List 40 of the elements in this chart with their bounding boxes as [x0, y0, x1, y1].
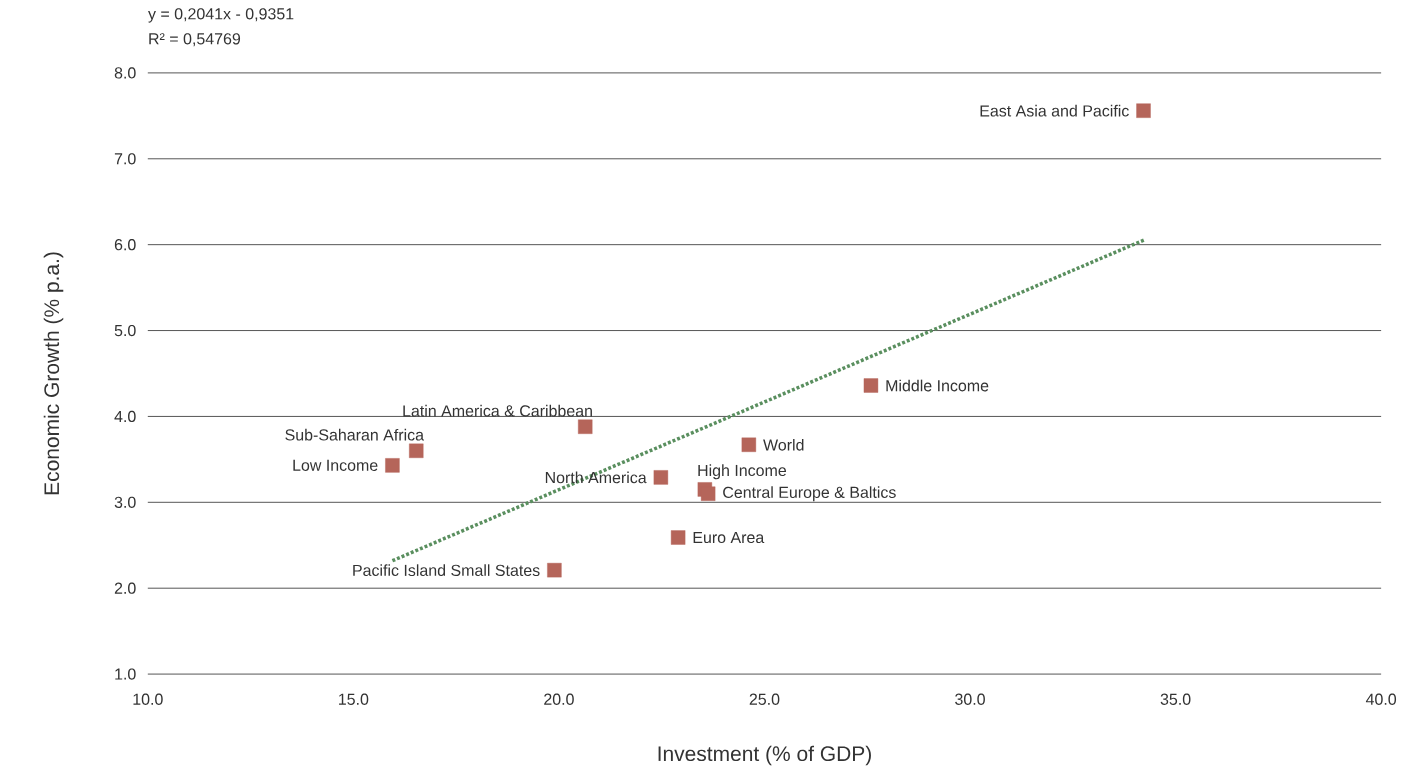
y-axis-title: Economic Growth (% p.a.)	[43, 252, 64, 495]
y-tick-label: 1.0	[115, 668, 136, 680]
x-tick-label: 20.0	[544, 693, 574, 705]
point	[385, 458, 400, 473]
x-tick-label: 10.0	[133, 693, 163, 705]
point	[863, 378, 879, 393]
annotation: East Asia and Pacific	[980, 104, 1129, 117]
annotation: Sub-Saharan Africa	[285, 428, 425, 441]
x-tick-label: 30.0	[955, 693, 985, 705]
annotation: Euro Area	[693, 531, 765, 544]
annotation: Central Europe & Baltics	[723, 486, 896, 502]
annotation: High Income	[698, 464, 787, 480]
point	[741, 437, 757, 452]
y-tick-label: 5.0	[114, 324, 136, 337]
annotation: Pacific Island Small States	[353, 564, 540, 577]
x-tick-label: 35.0	[1160, 693, 1191, 705]
annotation: World	[763, 438, 804, 451]
point	[700, 486, 716, 501]
text: R² = 0,54769	[149, 33, 241, 47]
point	[547, 563, 562, 578]
y-tick-label: 8.0	[114, 67, 136, 79]
y-tick-label: 6.0	[114, 239, 136, 251]
point	[670, 530, 686, 545]
y-tick-label: 7.0	[114, 153, 136, 165]
y-tick-label: 2.0	[114, 582, 136, 594]
point	[578, 419, 593, 434]
x-tick-label: 15.0	[339, 693, 369, 705]
annotation: North America	[545, 471, 647, 484]
point	[653, 470, 669, 485]
annotation: Low Income	[293, 459, 378, 471]
point	[1136, 103, 1151, 118]
x-tick-label: 25.0	[749, 693, 780, 705]
point	[409, 443, 424, 458]
annotation: Middle Income	[886, 379, 989, 392]
x-axis-title: Investment (% of GDP)	[658, 745, 871, 766]
annotation: Latin America & Caribbean	[403, 404, 592, 417]
y-tick-label: 3.0	[114, 496, 136, 508]
x-tick-label: 40.0	[1365, 693, 1397, 705]
y-tick-label: 4.0	[114, 410, 136, 423]
text: y = 0,2041x - 0,9351	[148, 8, 294, 23]
